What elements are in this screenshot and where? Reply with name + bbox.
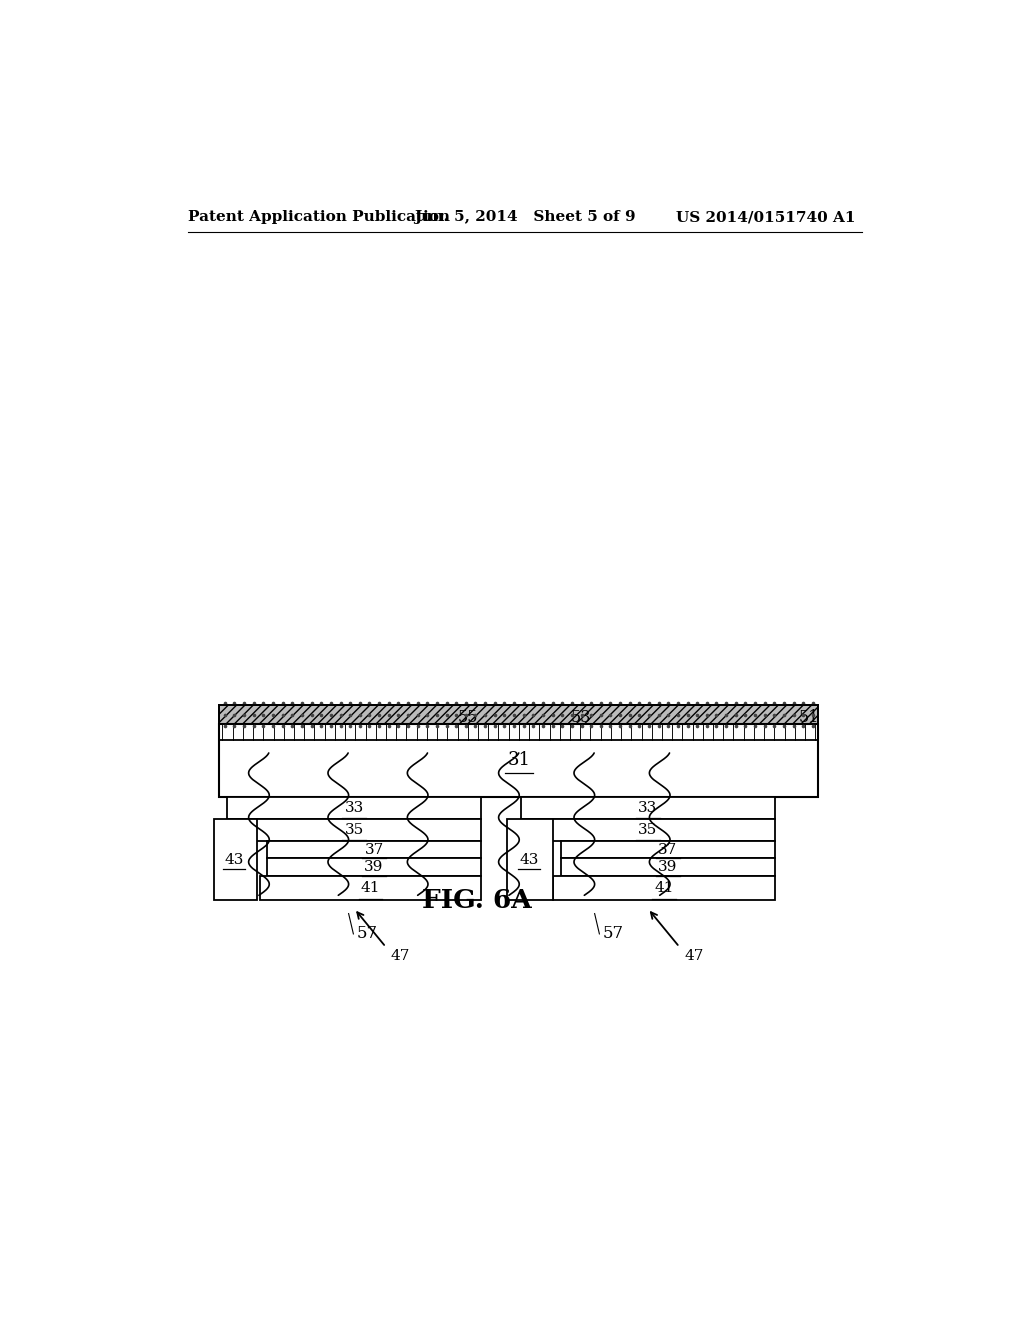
Bar [219,723,818,797]
Text: US 2014/0151740 A1: US 2014/0151740 A1 [676,210,855,224]
Text: 57: 57 [356,925,378,942]
Bar [219,705,818,739]
Text: 41: 41 [654,882,674,895]
Text: 57: 57 [602,925,624,942]
Text: 55: 55 [458,709,478,726]
Text: 39: 39 [658,859,677,874]
Text: 35: 35 [638,824,657,837]
Bar [560,858,775,876]
Bar [521,797,775,818]
Bar [227,818,481,841]
Text: Patent Application Publication: Patent Application Publication [187,210,450,224]
Text: 41: 41 [360,882,380,895]
Text: 33: 33 [638,801,657,814]
Bar [267,841,481,858]
Text: 33: 33 [344,801,364,814]
Text: 47: 47 [684,949,703,964]
Text: 43: 43 [519,853,539,867]
Text: 47: 47 [391,949,410,964]
Text: 37: 37 [658,842,677,857]
Text: 35: 35 [344,824,364,837]
Bar [214,818,257,900]
Text: 39: 39 [365,859,384,874]
Bar [560,841,775,858]
Text: Jun. 5, 2014   Sheet 5 of 9: Jun. 5, 2014 Sheet 5 of 9 [414,210,635,224]
Bar [267,858,481,876]
Text: 43: 43 [224,853,244,867]
Bar [553,876,775,900]
Bar [260,876,481,900]
Bar [219,705,818,723]
Text: FIG. 6A: FIG. 6A [422,888,531,913]
Text: 51: 51 [799,709,819,726]
Bar [507,818,553,900]
Text: 53: 53 [570,709,591,726]
Bar [521,818,775,841]
Text: 37: 37 [365,842,384,857]
Bar [227,797,481,818]
Text: 31: 31 [507,751,530,770]
